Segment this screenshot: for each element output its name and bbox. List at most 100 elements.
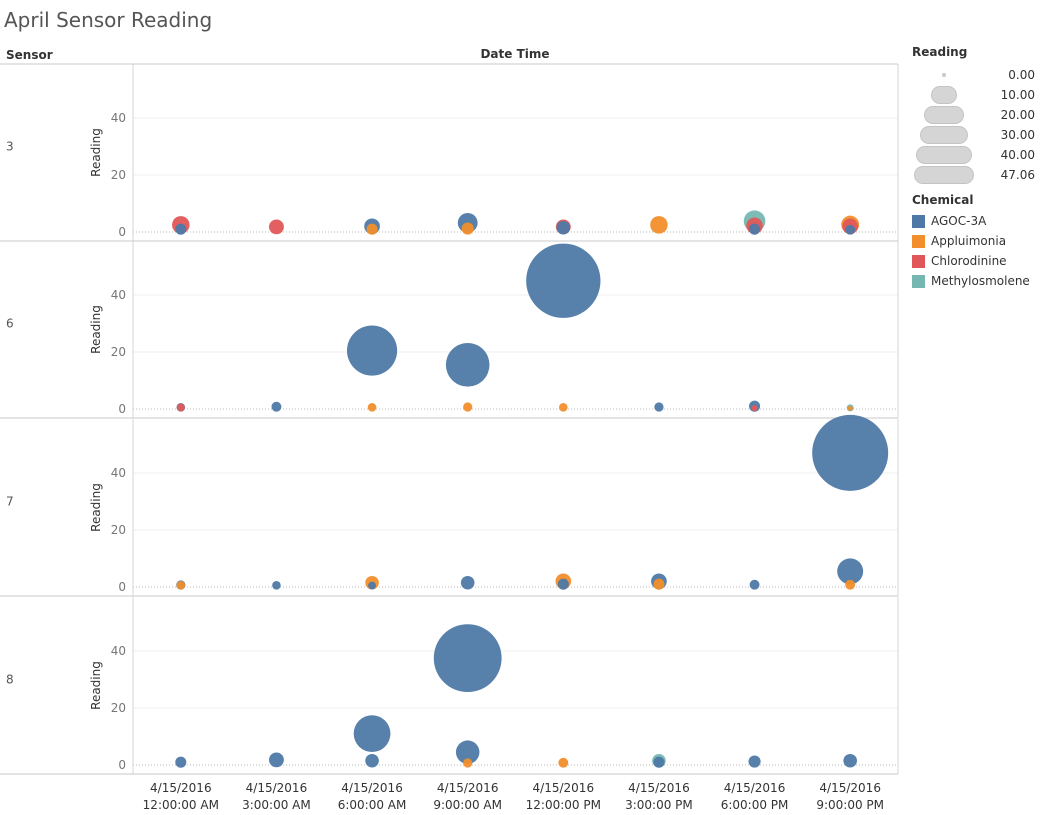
data-point-agoc-3a[interactable] (749, 223, 761, 235)
data-point-agoc-3a[interactable] (460, 575, 475, 590)
data-point-agoc-3a[interactable] (748, 755, 761, 768)
size-legend-label: 20.00 (1000, 108, 1035, 122)
data-point-agoc-3a[interactable] (368, 581, 376, 590)
sensor-label: 7 (6, 495, 14, 509)
size-legend-item: 30.00 (912, 125, 1047, 145)
data-point-appluimonia[interactable] (558, 757, 569, 768)
y-tick-label: 40 (111, 644, 126, 658)
sensor-label: 8 (6, 673, 14, 687)
data-point-agoc-3a[interactable] (749, 579, 760, 590)
data-point-appluimonia[interactable] (847, 405, 853, 411)
data-point-appluimonia[interactable] (366, 223, 378, 235)
color-legend-item[interactable]: AGOC-3A (912, 211, 1047, 231)
x-tick-time: 9:00:00 AM (433, 798, 502, 812)
y-tick-label: 20 (111, 345, 126, 359)
x-tick-date: 4/15/2016 (724, 781, 786, 795)
x-tick-time: 12:00:00 AM (143, 798, 219, 812)
x-tick-time: 6:00:00 AM (338, 798, 407, 812)
size-legend-title: Reading (912, 45, 968, 59)
y-axis-title: Reading (89, 483, 103, 532)
size-legend-item: 0.00 (912, 65, 1047, 85)
data-point-agoc-3a[interactable] (654, 402, 664, 412)
color-legend-swatch (912, 274, 925, 288)
data-point-chlorodinine[interactable] (176, 403, 185, 412)
data-point-appluimonia[interactable] (367, 402, 377, 412)
data-point-agoc-3a[interactable] (837, 558, 864, 585)
data-point-appluimonia[interactable] (461, 222, 474, 235)
data-point-agoc-3a[interactable] (365, 753, 379, 768)
data-point-agoc-3a[interactable] (557, 578, 569, 590)
size-legend-item: 40.00 (912, 145, 1047, 165)
x-tick-date: 4/15/2016 (819, 781, 881, 795)
data-point-appluimonia[interactable] (845, 579, 856, 590)
size-legend-swatch (924, 106, 964, 124)
data-point-agoc-3a[interactable] (445, 343, 490, 387)
data-point-agoc-3a[interactable] (353, 715, 391, 753)
data-point-agoc-3a[interactable] (653, 756, 665, 768)
color-legend-label: Methylosmolene (931, 274, 1030, 288)
data-point-agoc-3a[interactable] (346, 325, 398, 376)
x-tick-date: 4/15/2016 (341, 781, 403, 795)
y-tick-label: 40 (111, 466, 126, 480)
size-legend-swatch (920, 126, 968, 144)
x-tick-date: 4/15/2016 (437, 781, 499, 795)
data-point-appluimonia[interactable] (176, 580, 186, 590)
color-legend-item[interactable]: Methylosmolene (912, 271, 1047, 291)
color-legend-item[interactable]: Appluimonia (912, 231, 1047, 251)
panel-sensor-8: 0 20 40 Reading 8 (0, 597, 899, 775)
data-point-agoc-3a[interactable] (175, 223, 187, 235)
color-legend-swatch (912, 214, 925, 228)
data-point-agoc-3a[interactable] (175, 756, 187, 768)
legend: Reading 0.00 10.00 20.00 30.00 40.00 47.06 Ch… (912, 45, 1047, 291)
data-point-appluimonia[interactable] (463, 758, 473, 768)
data-point-agoc-3a[interactable] (272, 580, 281, 590)
sensor-label: 6 (6, 317, 14, 331)
data-point-agoc-3a[interactable] (843, 753, 857, 768)
x-tick-time: 3:00:00 AM (242, 798, 311, 812)
color-legend-label: AGOC-3A (931, 214, 987, 228)
data-point-appluimonia[interactable] (653, 578, 665, 590)
chart-title: April Sensor Reading (4, 8, 213, 32)
sensor-label: 3 (6, 140, 14, 154)
x-tick-time: 6:00:00 PM (721, 798, 789, 812)
size-legend-item: 20.00 (912, 105, 1047, 125)
data-point-agoc-3a[interactable] (271, 401, 282, 412)
color-legend-label: Chlorodinine (931, 254, 1007, 268)
size-legend-label: 40.00 (1000, 148, 1035, 162)
data-point-agoc-3a[interactable] (812, 414, 889, 491)
y-tick-label: 0 (118, 758, 126, 772)
x-tick-date: 4/15/2016 (246, 781, 308, 795)
x-axis: 4/15/2016 12:00:00 AM 4/15/2016 3:00:00 AM 4… (143, 781, 884, 812)
y-tick-label: 0 (118, 580, 126, 594)
x-tick-date: 4/15/2016 (533, 781, 595, 795)
size-legend-label: 10.00 (1000, 88, 1035, 102)
size-legend-label: 47.06 (1000, 168, 1035, 182)
data-point-appluimonia[interactable] (650, 216, 668, 234)
chart-area: Sensor Date Time 0 20 40 Reading 3 0 20 40 Readi… (0, 47, 899, 812)
data-point-agoc-3a[interactable] (455, 740, 480, 764)
data-point-agoc-3a[interactable] (556, 220, 571, 235)
data-point-appluimonia[interactable] (463, 402, 473, 412)
size-legend-item: 10.00 (912, 85, 1047, 105)
size-legend-label: 0.00 (1008, 68, 1035, 82)
data-point-agoc-3a[interactable] (526, 243, 601, 318)
data-point-agoc-3a[interactable] (433, 624, 502, 693)
size-legend: 0.00 10.00 20.00 30.00 40.00 47.06 (912, 65, 1047, 185)
size-legend-swatch (914, 166, 974, 184)
color-legend-title: Chemical (912, 193, 974, 207)
y-tick-label: 20 (111, 523, 126, 537)
data-point-agoc-3a[interactable] (269, 752, 284, 768)
data-point-agoc-3a[interactable] (845, 224, 856, 235)
data-point-appluimonia[interactable] (559, 402, 568, 412)
size-legend-swatch (942, 73, 946, 77)
data-point-chlorodinine[interactable] (751, 405, 758, 412)
panel-sensor-3: 0 20 40 Reading 3 (0, 63, 899, 242)
panel-sensor-7: 0 20 40 Reading 7 (0, 414, 899, 597)
color-legend: AGOC-3A Appluimonia Chlorodinine Methylosmo… (912, 211, 1047, 291)
color-legend-item[interactable]: Chlorodinine (912, 251, 1047, 271)
facet-panels: 02040Reading302040Reading602040Reading70… (0, 63, 899, 775)
x-tick-date: 4/15/2016 (150, 781, 212, 795)
x-tick-time: 12:00:00 PM (526, 798, 601, 812)
panel-sensor-6: 0 20 40 Reading 6 (0, 241, 899, 419)
data-point-chlorodinine[interactable] (269, 219, 284, 235)
